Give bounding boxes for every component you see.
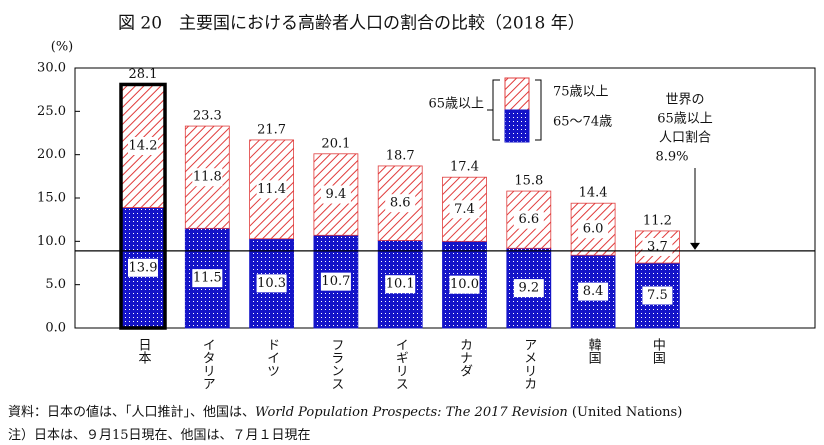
value-label-bg <box>513 279 544 298</box>
value-label: 10.7 <box>321 274 350 289</box>
x-tick-label: 韓国 <box>586 338 602 364</box>
reference-label: 世界の <box>665 93 704 108</box>
value-label: 11.8 <box>193 170 222 185</box>
total-label: 20.1 <box>321 136 350 151</box>
x-tick-label: フランス <box>328 338 343 390</box>
value-label-bg <box>385 275 416 294</box>
x-tick-label: イタリア <box>200 338 215 390</box>
total-label: 11.2 <box>643 213 672 228</box>
note-part: 注）日本は、９月15日現在、他国は、７月１日現在 <box>8 428 311 443</box>
value-label-bg <box>320 185 351 204</box>
value-label-bg <box>642 286 673 305</box>
legend-label: 65〜74歳 <box>553 115 612 130</box>
value-label: 14.2 <box>129 139 158 154</box>
y-axis-label: (%) <box>51 40 74 55</box>
value-label-bg <box>128 258 158 277</box>
y-tick-label: 10.0 <box>37 234 66 249</box>
x-tick-label: 日本 <box>136 338 152 364</box>
note-part: 資料：日本の値は、「人口推計」、他国は、 <box>8 404 255 420</box>
value-label: 13.9 <box>129 260 158 275</box>
note-part: World Population Prospects: The 2017 Rev… <box>255 405 568 420</box>
reference-label: 65歳以上 <box>657 112 713 127</box>
value-label-bg <box>578 220 609 239</box>
legend-label: 75歳以上 <box>553 85 609 100</box>
value-label: 11.5 <box>193 271 222 286</box>
reference-label: 人口割合 <box>659 130 711 146</box>
note: 資料：日本の値は、「人口推計」、他国は、World Population Pro… <box>8 404 682 420</box>
value-label: 10.3 <box>257 276 286 291</box>
x-tick-label: カナダ <box>457 338 472 377</box>
note-part: (United Nations) <box>568 405 683 420</box>
value-label-bg <box>449 275 480 294</box>
note: 注）日本は、９月15日現在、他国は、７月１日現在 <box>8 428 311 443</box>
value-label: 3.7 <box>647 239 668 254</box>
x-tick-label: イギリス <box>393 338 408 390</box>
total-label: 18.7 <box>386 148 415 163</box>
legend-bracket <box>535 79 542 141</box>
legend-swatch <box>504 109 530 143</box>
total-label: 17.4 <box>450 160 479 175</box>
value-label-bg <box>385 194 416 213</box>
value-label: 9.2 <box>518 281 539 296</box>
value-label-bg <box>128 137 158 155</box>
value-label: 6.0 <box>583 222 604 237</box>
x-tick-label: 中国 <box>650 338 665 364</box>
total-label: 28.1 <box>129 67 158 82</box>
legend-group-label: 65歳以上 <box>428 97 484 112</box>
value-label-bg <box>513 210 544 229</box>
value-label: 10.1 <box>386 277 415 292</box>
value-label: 7.5 <box>647 288 668 303</box>
x-tick-label: ドイツ <box>264 338 279 377</box>
value-label-bg <box>449 200 480 219</box>
y-tick-label: 25.0 <box>37 104 66 119</box>
value-label: 9.4 <box>326 187 347 202</box>
value-label-bg <box>578 282 609 301</box>
value-label-bg <box>256 180 287 199</box>
value-label: 10.0 <box>450 277 479 292</box>
legend-swatch <box>504 77 530 111</box>
value-label: 8.4 <box>583 284 604 299</box>
reference-value-label: 8.9% <box>655 150 688 165</box>
y-tick-label: 0.0 <box>45 321 66 336</box>
value-label-bg <box>192 168 223 187</box>
value-label-bg <box>256 274 287 293</box>
total-label: 15.8 <box>514 174 543 189</box>
y-tick-label: 30.0 <box>37 61 66 76</box>
arrow-head <box>690 242 700 250</box>
y-tick-label: 15.0 <box>37 191 66 206</box>
value-label: 6.6 <box>518 212 539 227</box>
y-tick-label: 5.0 <box>45 277 66 292</box>
total-label: 14.4 <box>579 186 608 201</box>
legend-bracket <box>487 79 500 141</box>
value-label: 8.6 <box>390 196 411 211</box>
value-label: 11.4 <box>257 182 286 197</box>
y-tick-label: 20.0 <box>37 147 66 162</box>
x-tick-label: アメリカ <box>521 338 536 390</box>
highlight-frame <box>119 82 167 330</box>
value-label: 7.4 <box>454 202 475 217</box>
value-label-bg <box>192 269 223 288</box>
chart-title: 図 20 主要国における高齢者人口の割合の比較（2018 年） <box>118 14 585 34</box>
total-label: 21.7 <box>257 122 286 137</box>
value-label-bg <box>320 272 351 291</box>
total-label: 23.3 <box>193 109 222 124</box>
